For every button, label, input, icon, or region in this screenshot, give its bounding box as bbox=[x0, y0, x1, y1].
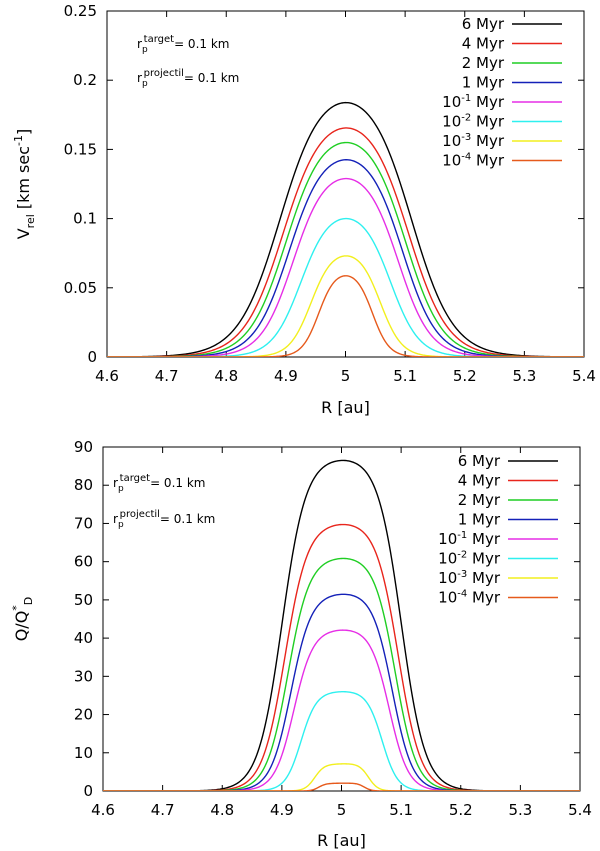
x-tick-label: 4.6 bbox=[95, 367, 119, 385]
x-tick-label: 5.2 bbox=[453, 367, 477, 385]
plot-frame bbox=[102, 446, 581, 792]
series-line-2 bbox=[107, 141, 584, 357]
x-tick-label: 5.4 bbox=[568, 801, 592, 819]
y-tick-label: 0.15 bbox=[64, 140, 97, 158]
y-tick-label: 40 bbox=[74, 629, 93, 647]
x-tick-label: 4.7 bbox=[151, 801, 175, 819]
annotation-0: rptarget= 0.1 km bbox=[137, 34, 229, 55]
series-line-6 bbox=[107, 255, 584, 357]
legend-label-0: 6 Myr bbox=[458, 452, 501, 470]
legend-label-6: 10-3 Myr bbox=[442, 132, 505, 150]
legend-label-4: 10-1 Myr bbox=[438, 530, 501, 548]
y-tick-label: 30 bbox=[74, 667, 93, 685]
legend-label-5: 10-2 Myr bbox=[438, 550, 501, 568]
x-axis-label: R [au] bbox=[321, 398, 370, 417]
y-tick-label: 20 bbox=[74, 706, 93, 724]
legend-label-2: 2 Myr bbox=[458, 491, 501, 509]
legend-label-4: 10-1 Myr bbox=[442, 93, 505, 111]
x-tick-label: 5.1 bbox=[389, 801, 413, 819]
y-axis-label: Vrel [km sec-1] bbox=[12, 129, 37, 240]
series-line-6 bbox=[103, 763, 580, 791]
y-tick-label: 80 bbox=[74, 476, 93, 494]
annotation-1: rpprojectil= 0.1 km bbox=[113, 509, 215, 530]
y-tick-label: 90 bbox=[74, 438, 93, 456]
legend-label-5: 10-2 Myr bbox=[442, 113, 505, 131]
series-line-4 bbox=[107, 177, 584, 357]
x-tick-label: 5 bbox=[337, 801, 347, 819]
series-line-3 bbox=[103, 593, 580, 791]
x-axis-label: R [au] bbox=[317, 831, 366, 850]
y-axis-label: Q/Q*D bbox=[10, 597, 35, 642]
y-tick-label: 0 bbox=[87, 348, 97, 366]
series-line-5 bbox=[103, 691, 580, 791]
legend-label-3: 1 Myr bbox=[458, 511, 501, 529]
x-tick-label: 5 bbox=[341, 367, 351, 385]
y-tick-label: 0 bbox=[83, 782, 93, 800]
x-tick-label: 4.8 bbox=[214, 367, 238, 385]
x-tick-label: 5.4 bbox=[572, 367, 596, 385]
legend-label-6: 10-3 Myr bbox=[438, 569, 501, 587]
annotation-1: rpprojectil= 0.1 km bbox=[137, 68, 239, 89]
y-tick-label: 10 bbox=[74, 744, 93, 762]
annotation-0: rptarget= 0.1 km bbox=[113, 473, 205, 494]
y-tick-label: 50 bbox=[74, 591, 93, 609]
x-tick-label: 5.2 bbox=[449, 801, 473, 819]
legend-label-1: 4 Myr bbox=[458, 472, 501, 490]
legend-label-7: 10-4 Myr bbox=[438, 589, 501, 607]
x-tick-label: 4.7 bbox=[155, 367, 179, 385]
series-line-1 bbox=[103, 523, 580, 791]
x-tick-label: 4.9 bbox=[274, 367, 298, 385]
series-line-1 bbox=[107, 127, 584, 357]
legend-label-1: 4 Myr bbox=[462, 35, 505, 53]
series-group bbox=[103, 459, 580, 791]
y-tick-label: 0.05 bbox=[64, 279, 97, 297]
velocity-chart: 4.6 4.7 4.8 4.9 5 5.1 5.2 5.3 5.4 0 0.05 0.1 0.15 0.2… bbox=[12, 2, 596, 417]
x-tick-label: 5.3 bbox=[512, 367, 536, 385]
y-tick-label: 70 bbox=[74, 514, 93, 532]
series-line-3 bbox=[107, 159, 584, 357]
legend-label-2: 2 Myr bbox=[462, 54, 505, 72]
y-tick-label: 0.1 bbox=[73, 210, 97, 228]
series-line-7 bbox=[103, 782, 580, 791]
legend-label-7: 10-4 Myr bbox=[442, 152, 505, 170]
x-tick-label: 5.3 bbox=[508, 801, 532, 819]
series-line-5 bbox=[107, 217, 584, 357]
x-tick-label: 4.9 bbox=[270, 801, 294, 819]
series-group bbox=[107, 101, 584, 357]
y-tick-label: 0.25 bbox=[64, 2, 97, 20]
x-tick-label: 5.1 bbox=[393, 367, 417, 385]
x-tick-label: 4.6 bbox=[91, 801, 115, 819]
series-line-7 bbox=[107, 275, 584, 357]
legend-label-0: 6 Myr bbox=[462, 15, 505, 33]
legend-label-3: 1 Myr bbox=[462, 74, 505, 92]
series-line-2 bbox=[103, 557, 580, 791]
series-line-0 bbox=[103, 459, 580, 791]
qqd-chart: 4.6 4.7 4.8 4.9 5 5.1 5.2 5.3 5.4 0 10 20 30 40 50 60 70… bbox=[10, 438, 592, 850]
y-tick-label: 60 bbox=[74, 553, 93, 571]
y-tick-label: 0.2 bbox=[73, 71, 97, 89]
series-line-4 bbox=[103, 629, 580, 791]
x-tick-label: 4.8 bbox=[210, 801, 234, 819]
series-line-0 bbox=[107, 101, 584, 357]
